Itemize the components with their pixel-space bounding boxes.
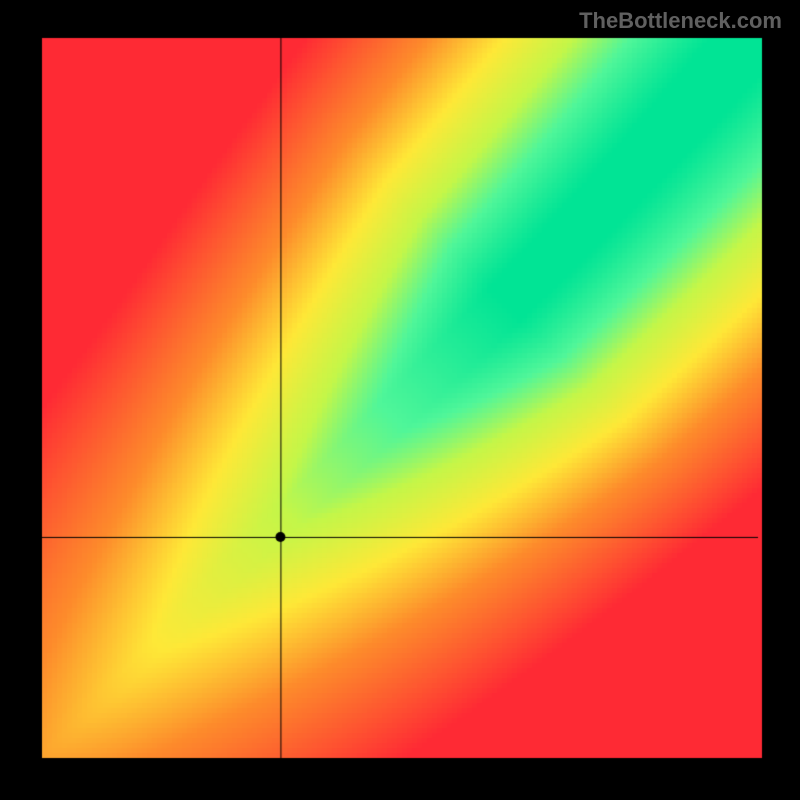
watermark-text: TheBottleneck.com <box>579 8 782 34</box>
bottleneck-heatmap <box>0 0 800 800</box>
chart-container: { "watermark": { "text": "TheBottleneck.… <box>0 0 800 800</box>
